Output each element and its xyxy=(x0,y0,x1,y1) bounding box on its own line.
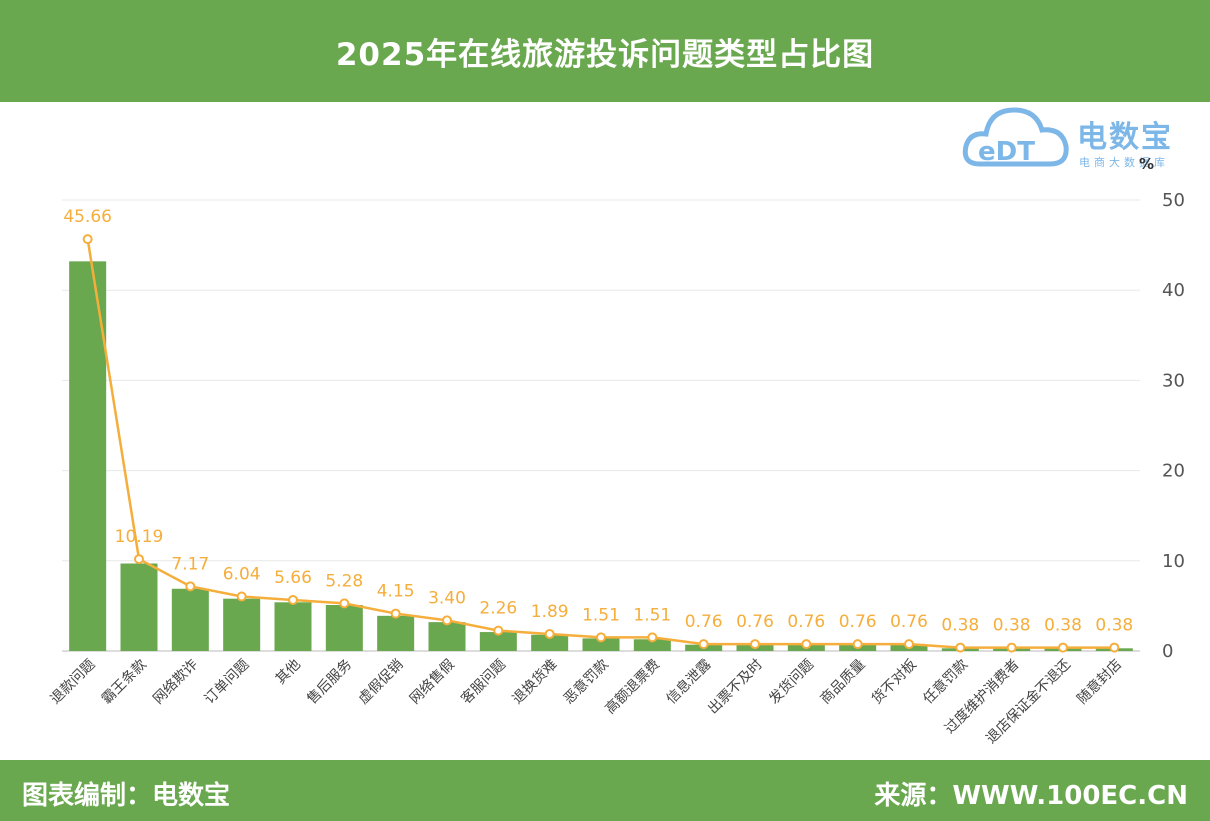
data-label: 0.76 xyxy=(685,612,723,632)
line-point xyxy=(390,608,401,619)
line-point xyxy=(647,632,658,643)
data-label: 0.38 xyxy=(993,616,1031,636)
line-point xyxy=(236,591,247,602)
bar xyxy=(633,639,671,651)
data-label: 7.17 xyxy=(171,554,209,574)
bar xyxy=(479,632,517,651)
line-point xyxy=(801,639,812,650)
line-point xyxy=(185,581,196,592)
data-label: 0.76 xyxy=(839,612,877,632)
x-tick-label: 网络售假 xyxy=(407,657,458,708)
bar xyxy=(377,615,415,651)
header-bar: 2025年在线旅游投诉问题类型占比图 xyxy=(0,0,1210,102)
line-point xyxy=(544,628,555,639)
page-title: 2025年在线旅游投诉问题类型占比图 xyxy=(335,36,875,73)
x-tick-label: 高额退票费 xyxy=(602,656,664,718)
line-point xyxy=(1006,642,1017,653)
x-tick-label: 信息泄露 xyxy=(663,656,715,708)
data-label: 45.66 xyxy=(63,207,112,227)
footer-credit: 图表编制：电数宝 xyxy=(22,781,231,811)
line-point xyxy=(339,598,350,609)
bar xyxy=(428,622,466,651)
line-point xyxy=(698,639,709,650)
data-label: 0.76 xyxy=(736,612,774,632)
data-label: 1.51 xyxy=(582,605,620,625)
series-line xyxy=(86,238,1115,649)
x-tick-label: 商品质量 xyxy=(818,657,869,708)
bar xyxy=(582,638,620,651)
x-tick-label: 随意封店 xyxy=(1074,656,1126,708)
logo-subtitle: 电商大数据库 xyxy=(1079,156,1169,169)
bar xyxy=(120,563,158,651)
data-label: 0.38 xyxy=(1095,616,1133,636)
data-label: 5.66 xyxy=(274,568,312,588)
bar xyxy=(171,588,209,651)
y-tick-label: 30 xyxy=(1162,370,1185,391)
x-tick-label: 其他 xyxy=(273,657,304,688)
data-label: 2.26 xyxy=(479,599,517,619)
bar xyxy=(69,261,107,651)
y-tick-label: 20 xyxy=(1162,461,1185,482)
line-point xyxy=(134,554,144,565)
bar xyxy=(274,602,312,651)
x-tick-label: 客服问题 xyxy=(458,656,510,708)
line-point xyxy=(288,594,298,605)
data-label: 3.40 xyxy=(428,588,466,608)
line-point xyxy=(750,639,760,650)
data-label: 0.38 xyxy=(941,616,979,636)
x-tick-label: 出票不及时 xyxy=(705,657,766,718)
line-point xyxy=(442,615,452,626)
data-label: 4.15 xyxy=(377,582,415,602)
x-tick-label: 售后服务 xyxy=(304,657,355,708)
x-tick-label: 网络欺诈 xyxy=(150,657,201,708)
x-tick-label: 退款问题 xyxy=(48,657,99,708)
y-tick-label: 50 xyxy=(1162,190,1185,211)
x-tick-label: 订单问题 xyxy=(202,657,253,708)
logo-brand: 电数宝 xyxy=(1077,120,1173,155)
x-tick-label: 虚假促销 xyxy=(356,657,407,708)
y-tick-label: 10 xyxy=(1162,551,1185,572)
svg-text:eDT: eDT xyxy=(978,137,1035,167)
line-point xyxy=(852,639,863,650)
bar xyxy=(325,604,363,651)
y-tick-label: 0 xyxy=(1162,641,1173,662)
x-tick-label: 恶意罚款 xyxy=(560,656,612,708)
data-label: 1.89 xyxy=(531,602,569,622)
x-tick-label: 货不对板 xyxy=(868,656,920,708)
footer-bar: 图表编制：电数宝 来源：WWW.100EC.CN xyxy=(0,760,1210,821)
line-point xyxy=(955,642,966,653)
line-point xyxy=(596,632,606,643)
y-tick-label: 40 xyxy=(1162,280,1185,301)
data-label: 5.28 xyxy=(325,571,363,591)
x-tick-label: 退换货难 xyxy=(509,656,561,708)
data-label: 0.76 xyxy=(787,612,825,632)
cloud-logo-icon: eDT xyxy=(962,107,1069,167)
line-point xyxy=(1109,642,1120,653)
chart: 45.66 10.19 7.17 6.04 5.66 5.28 4.15 3.40 2.26 1.… xyxy=(48,190,1185,747)
data-label: 0.38 xyxy=(1044,616,1082,636)
x-tick-label: 发货问题 xyxy=(766,656,818,708)
data-label: 1.51 xyxy=(633,605,671,625)
line-point xyxy=(904,639,914,650)
line-point xyxy=(82,234,93,245)
data-label: 0.76 xyxy=(890,612,928,632)
bar xyxy=(223,598,261,651)
footer-source: 来源：WWW.100EC.CN xyxy=(874,781,1188,811)
line-point xyxy=(493,625,504,636)
x-tick-label: 任意罚款 xyxy=(920,656,972,708)
data-label: 10.19 xyxy=(115,527,164,547)
x-tick-label: 霸王条款 xyxy=(98,656,150,708)
bar xyxy=(531,634,569,651)
y-axis-unit: % xyxy=(1139,155,1155,173)
data-label: 6.04 xyxy=(223,565,261,585)
line-point xyxy=(1058,642,1068,653)
logo: eDT 电数宝 电商大数据库 xyxy=(962,96,1202,176)
